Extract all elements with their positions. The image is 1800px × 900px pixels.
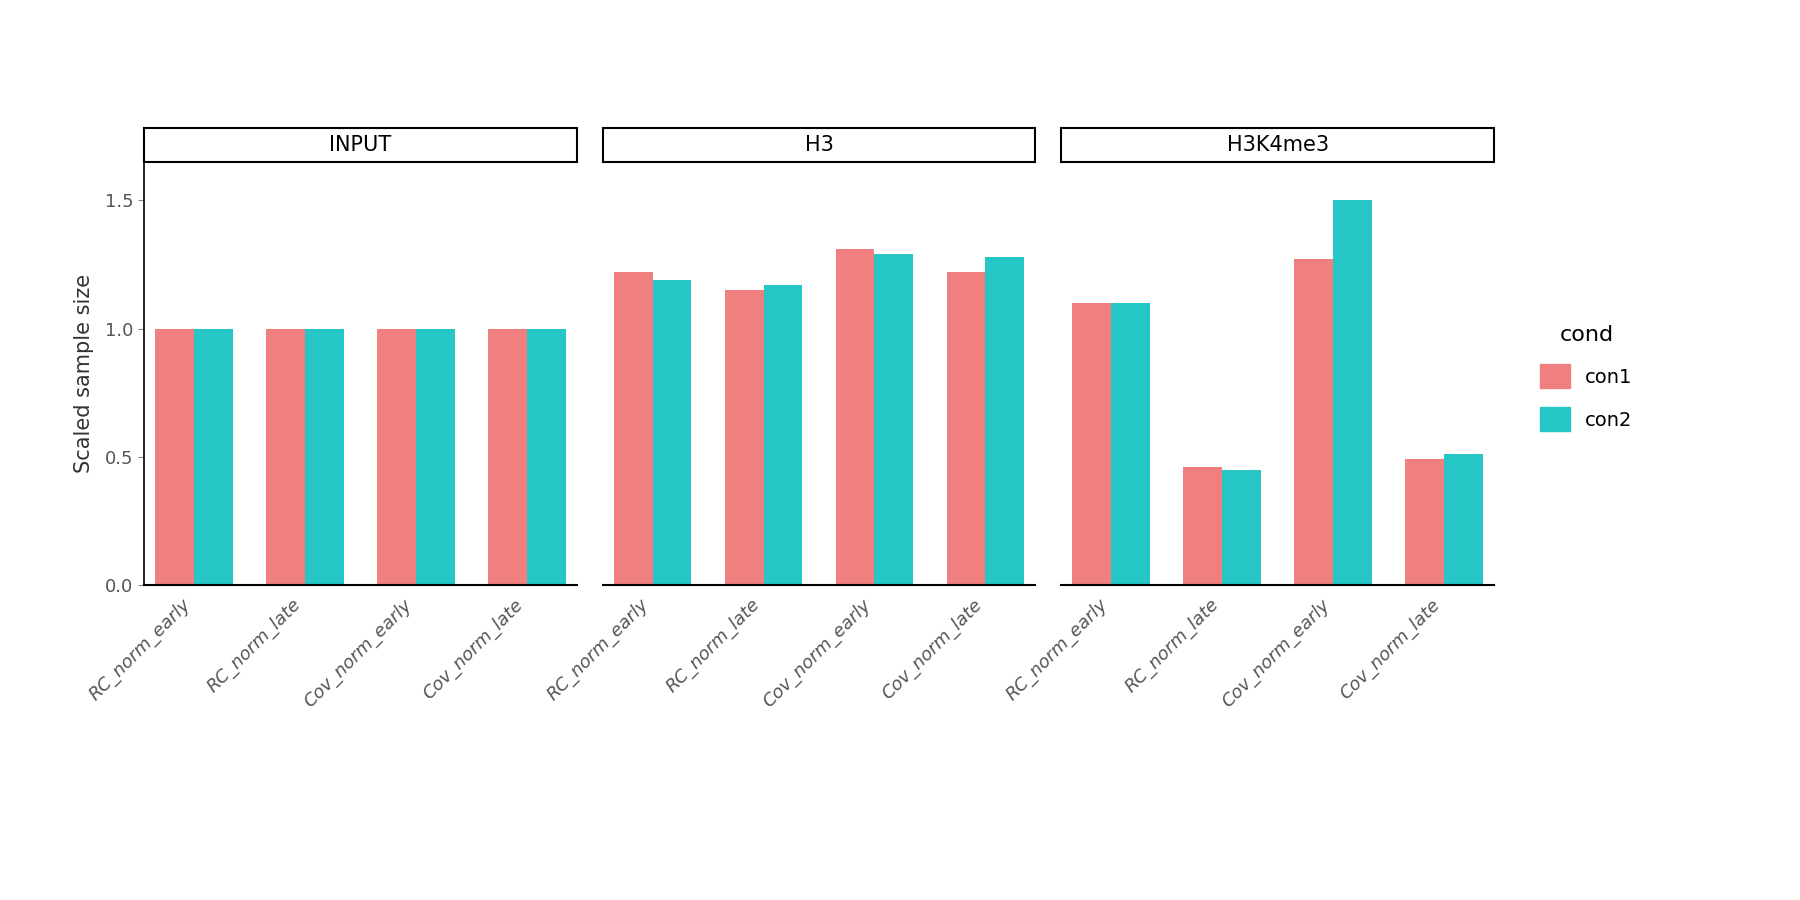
- Bar: [1222, 470, 1262, 585]
- Bar: [376, 328, 416, 585]
- Bar: [835, 249, 875, 585]
- Text: H3: H3: [805, 135, 833, 155]
- Bar: [875, 255, 913, 585]
- Bar: [488, 328, 527, 585]
- Bar: [653, 280, 691, 585]
- Bar: [614, 272, 653, 585]
- Bar: [985, 256, 1024, 585]
- Text: INPUT: INPUT: [329, 135, 391, 155]
- Bar: [304, 328, 344, 585]
- Bar: [1334, 201, 1372, 585]
- FancyBboxPatch shape: [144, 128, 576, 162]
- Bar: [527, 328, 565, 585]
- Bar: [725, 290, 763, 585]
- Bar: [155, 328, 194, 585]
- Bar: [1111, 303, 1150, 585]
- Bar: [763, 285, 803, 585]
- Bar: [194, 328, 232, 585]
- Bar: [416, 328, 455, 585]
- Bar: [1444, 454, 1483, 585]
- Bar: [1183, 467, 1222, 585]
- Text: H3K4me3: H3K4me3: [1226, 135, 1328, 155]
- Bar: [1073, 303, 1111, 585]
- FancyBboxPatch shape: [1062, 128, 1494, 162]
- Y-axis label: Scaled sample size: Scaled sample size: [74, 274, 94, 473]
- Bar: [1294, 259, 1334, 585]
- Bar: [266, 328, 304, 585]
- Bar: [947, 272, 985, 585]
- FancyBboxPatch shape: [603, 128, 1035, 162]
- Legend: con1, con2: con1, con2: [1530, 315, 1642, 441]
- Bar: [1406, 459, 1444, 585]
